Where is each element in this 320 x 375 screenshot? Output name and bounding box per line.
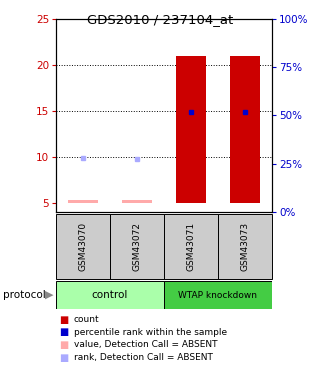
Bar (164, 281, 272, 309)
Text: GSM43071: GSM43071 (187, 222, 196, 271)
Text: count: count (74, 315, 99, 324)
Bar (176, 56, 206, 202)
Bar (110, 214, 164, 279)
Text: ■: ■ (59, 340, 68, 350)
Bar (56, 214, 110, 279)
Text: GSM43070: GSM43070 (78, 222, 87, 271)
Bar (56, 281, 164, 309)
Text: percentile rank within the sample: percentile rank within the sample (74, 328, 227, 337)
Text: ■: ■ (59, 315, 68, 324)
Text: ▶: ▶ (45, 290, 54, 300)
Text: value, Detection Call = ABSENT: value, Detection Call = ABSENT (74, 340, 217, 350)
Text: ■: ■ (59, 327, 68, 337)
Text: protocol: protocol (3, 290, 46, 300)
Bar (218, 214, 272, 279)
Text: GSM43073: GSM43073 (241, 222, 250, 271)
Bar (164, 214, 218, 279)
Text: control: control (92, 290, 128, 300)
Bar (230, 56, 260, 202)
Text: WTAP knockdown: WTAP knockdown (179, 291, 258, 300)
Text: rank, Detection Call = ABSENT: rank, Detection Call = ABSENT (74, 353, 212, 362)
Text: GSM43072: GSM43072 (132, 222, 141, 271)
Text: ■: ■ (59, 353, 68, 363)
Text: GDS2010 / 237104_at: GDS2010 / 237104_at (87, 13, 233, 26)
Bar (122, 200, 152, 202)
Bar (68, 200, 98, 202)
